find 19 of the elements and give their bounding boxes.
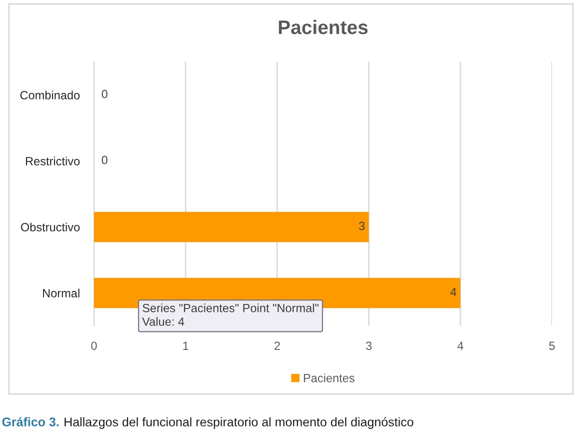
y-tick-label: Combinado	[20, 90, 80, 100]
legend-label: Pacientes	[304, 374, 354, 382]
x-tick-label: 3	[366, 342, 372, 350]
x-tick-label: 0	[91, 342, 97, 350]
x-tick-label: 4	[457, 342, 464, 350]
data-label: 3	[359, 222, 365, 230]
y-tick-label: Normal	[43, 288, 80, 298]
data-label: 0	[102, 90, 108, 98]
data-label: 4	[450, 288, 456, 296]
x-tick-label: 5	[549, 342, 555, 350]
y-tick-label: Obstructivo	[20, 222, 80, 232]
x-tick-label: 1	[183, 342, 188, 350]
y-tick-label: Restrictivo	[26, 156, 80, 166]
x-tick-label: 2	[274, 342, 280, 350]
chart-title: Pacientes	[278, 20, 368, 34]
text: Gráfico 3.	[2, 417, 59, 426]
text: Hallazgos del funcional respiratorio al momento del diagnóstico	[64, 417, 414, 429]
data-label: 0	[102, 156, 108, 164]
annotation: Series "Pacientes" Point "Normal" Value: 4	[142, 304, 318, 326]
